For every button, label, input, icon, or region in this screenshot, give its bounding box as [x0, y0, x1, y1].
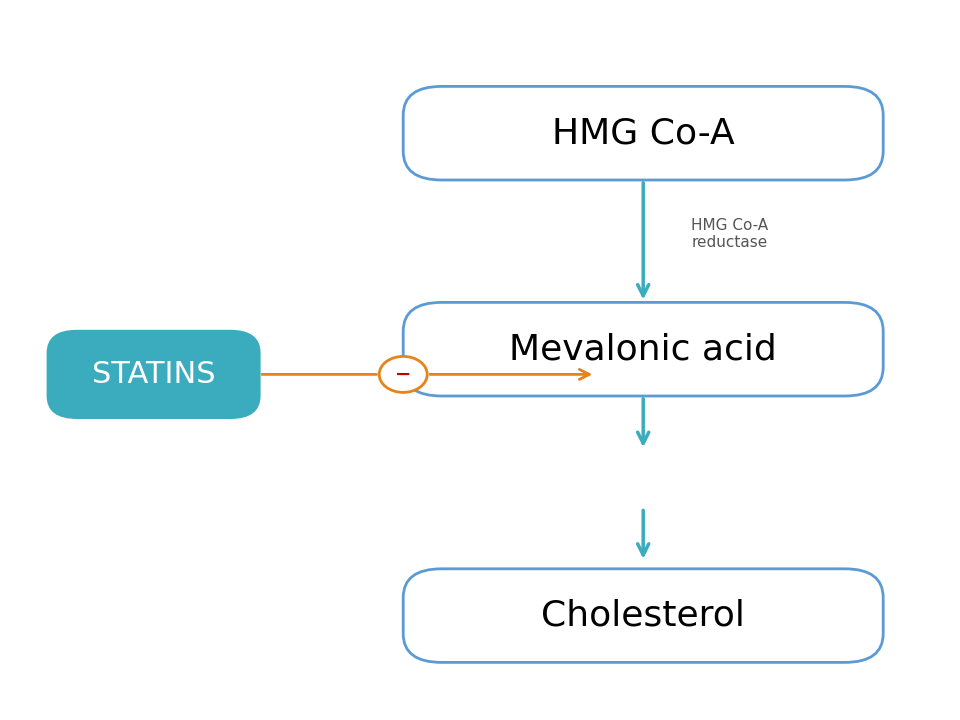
Text: Mevalonic acid: Mevalonic acid	[510, 332, 777, 366]
FancyBboxPatch shape	[403, 569, 883, 662]
Text: HMG Co-A
reductase: HMG Co-A reductase	[691, 218, 768, 251]
Text: Cholesterol: Cholesterol	[541, 598, 745, 633]
Text: −: −	[395, 365, 412, 384]
Text: HMG Co-A: HMG Co-A	[552, 116, 734, 150]
FancyBboxPatch shape	[403, 86, 883, 180]
Circle shape	[379, 356, 427, 392]
FancyBboxPatch shape	[48, 331, 259, 418]
FancyBboxPatch shape	[403, 302, 883, 396]
Text: STATINS: STATINS	[92, 360, 215, 389]
